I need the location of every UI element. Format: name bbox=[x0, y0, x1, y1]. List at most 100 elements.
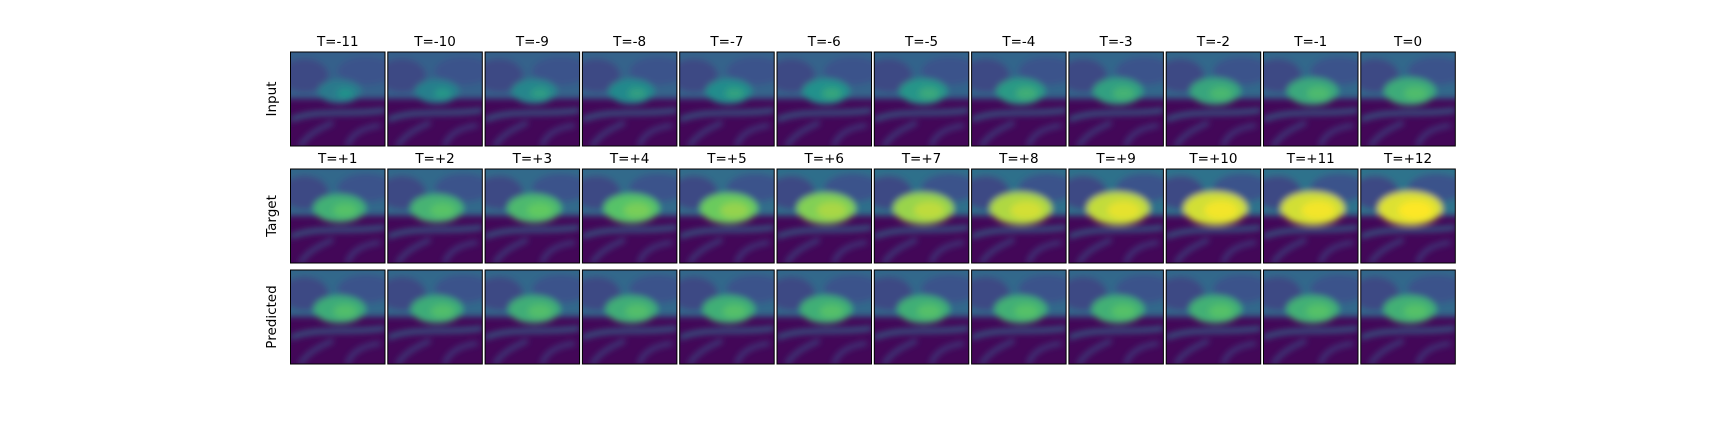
panel-title: T=-8 bbox=[612, 34, 646, 50]
panel-predicted-10 bbox=[1165, 269, 1262, 365]
heatmap-field bbox=[777, 169, 872, 263]
panel-predicted-4 bbox=[581, 269, 678, 365]
panel-predicted-9 bbox=[1068, 269, 1164, 365]
panel-title: T=-3 bbox=[1099, 34, 1133, 50]
heatmap-field bbox=[1263, 169, 1358, 263]
heatmap-field bbox=[679, 270, 775, 364]
panel-title: T=+8 bbox=[998, 151, 1038, 167]
panel-input-5: T=-7 bbox=[679, 34, 775, 147]
panel-predicted-12 bbox=[1360, 269, 1456, 365]
panel-predicted-3 bbox=[484, 269, 581, 365]
panel-input-7: T=-5 bbox=[873, 34, 970, 147]
heatmap-field bbox=[777, 270, 872, 364]
panel-title: T=+3 bbox=[512, 151, 552, 167]
panel-title: T=-4 bbox=[1001, 34, 1035, 50]
panel-input-3: T=-9 bbox=[484, 34, 581, 147]
heatmap-field bbox=[971, 169, 1067, 263]
heatmap-field bbox=[1068, 52, 1164, 146]
panel-predicted-5 bbox=[679, 269, 775, 365]
panel-title: T=+4 bbox=[609, 151, 649, 167]
heatmap-field bbox=[290, 169, 385, 263]
heatmap-field bbox=[485, 270, 580, 364]
panel-title: T=+6 bbox=[804, 151, 844, 167]
panel-predicted-7 bbox=[873, 269, 970, 365]
panel-input-10: T=-2 bbox=[1165, 34, 1262, 147]
panel-input-11: T=-1 bbox=[1263, 34, 1359, 147]
heatmap-field bbox=[387, 169, 483, 263]
panel-input-6: T=-6 bbox=[776, 34, 872, 147]
panel-target-9: T=+9 bbox=[1068, 151, 1164, 264]
panel-title: T=-11 bbox=[316, 34, 359, 50]
panel-predicted-2 bbox=[387, 269, 483, 365]
heatmap-field bbox=[1263, 52, 1358, 146]
panel-title: T=+7 bbox=[901, 151, 941, 167]
heatmap-field bbox=[582, 52, 677, 146]
heatmap-field bbox=[874, 270, 969, 364]
heatmap-field bbox=[582, 270, 677, 364]
heatmap-field bbox=[1166, 52, 1261, 146]
heatmap-field bbox=[485, 169, 580, 263]
panel-title: T=+2 bbox=[414, 151, 454, 167]
panel-predicted-1 bbox=[290, 269, 386, 365]
panel-input-8: T=-4 bbox=[971, 34, 1067, 147]
heatmap-field bbox=[1360, 52, 1456, 146]
heatmap-field bbox=[777, 52, 872, 146]
heatmap-field bbox=[1263, 270, 1358, 364]
heatmap-field bbox=[971, 52, 1067, 146]
heatmap-field bbox=[1360, 270, 1456, 364]
heatmap-field bbox=[874, 169, 969, 263]
heatmap-field bbox=[971, 270, 1067, 364]
row-label-target: Target bbox=[264, 195, 280, 238]
row-label-input: Input bbox=[264, 82, 280, 117]
heatmap-field bbox=[582, 169, 677, 263]
panel-target-11: T=+11 bbox=[1263, 151, 1359, 264]
panel-input-4: T=-8 bbox=[581, 34, 678, 147]
panel-target-7: T=+7 bbox=[873, 151, 970, 264]
panel-title: T=0 bbox=[1393, 34, 1422, 50]
heatmap-field bbox=[387, 52, 483, 146]
panel-target-12: T=+12 bbox=[1360, 151, 1456, 264]
panel-title: T=+11 bbox=[1286, 151, 1335, 167]
heatmap-field bbox=[1166, 270, 1261, 364]
panel-target-5: T=+5 bbox=[679, 151, 775, 264]
panel-input-12: T=0 bbox=[1360, 34, 1456, 147]
heatmap-field bbox=[290, 270, 385, 364]
heatmap-field bbox=[1068, 169, 1164, 263]
heatmap-field bbox=[485, 52, 580, 146]
heatmap-field bbox=[679, 52, 775, 146]
panel-target-3: T=+3 bbox=[484, 151, 581, 264]
panel-target-1: T=+1 bbox=[290, 151, 386, 264]
panel-title: T=+10 bbox=[1188, 151, 1237, 167]
panel-title: T=+1 bbox=[317, 151, 357, 167]
panel-target-6: T=+6 bbox=[776, 151, 872, 264]
heatmap-field bbox=[387, 270, 483, 364]
panel-target-8: T=+8 bbox=[971, 151, 1067, 264]
panel-predicted-6 bbox=[776, 269, 872, 365]
row-label-predicted: Predicted bbox=[264, 285, 280, 348]
panel-input-9: T=-3 bbox=[1068, 34, 1164, 147]
panel-target-2: T=+2 bbox=[387, 151, 483, 264]
panel-title: T=+5 bbox=[706, 151, 746, 167]
panel-target-4: T=+4 bbox=[581, 151, 678, 264]
heatmap-field bbox=[1166, 169, 1261, 263]
panel-title: T=-6 bbox=[807, 34, 841, 50]
panel-grid: Input T=-11 T=-10 T=-9 T=-8 T=-7 T=-6 T=-5 T=-4 T… bbox=[264, 34, 1456, 365]
heatmap-field bbox=[874, 52, 969, 146]
panel-target-10: T=+10 bbox=[1165, 151, 1262, 264]
panel-input-1: T=-11 bbox=[290, 34, 386, 147]
panel-title: T=+9 bbox=[1095, 151, 1135, 167]
panel-input-2: T=-10 bbox=[387, 34, 483, 147]
heatmap-field bbox=[1360, 169, 1456, 263]
panel-predicted-8 bbox=[971, 269, 1067, 365]
heatmap-field bbox=[1068, 270, 1164, 364]
panel-title: T=-7 bbox=[709, 34, 743, 50]
panel-title: T=-1 bbox=[1293, 34, 1327, 50]
heatmap-field bbox=[679, 169, 775, 263]
panel-title: T=-10 bbox=[413, 34, 456, 50]
heatmap-field bbox=[290, 52, 385, 146]
panel-title: T=-2 bbox=[1196, 34, 1230, 50]
panel-title: T=+12 bbox=[1383, 151, 1432, 167]
panel-predicted-11 bbox=[1263, 269, 1359, 365]
panel-title: T=-9 bbox=[515, 34, 549, 50]
